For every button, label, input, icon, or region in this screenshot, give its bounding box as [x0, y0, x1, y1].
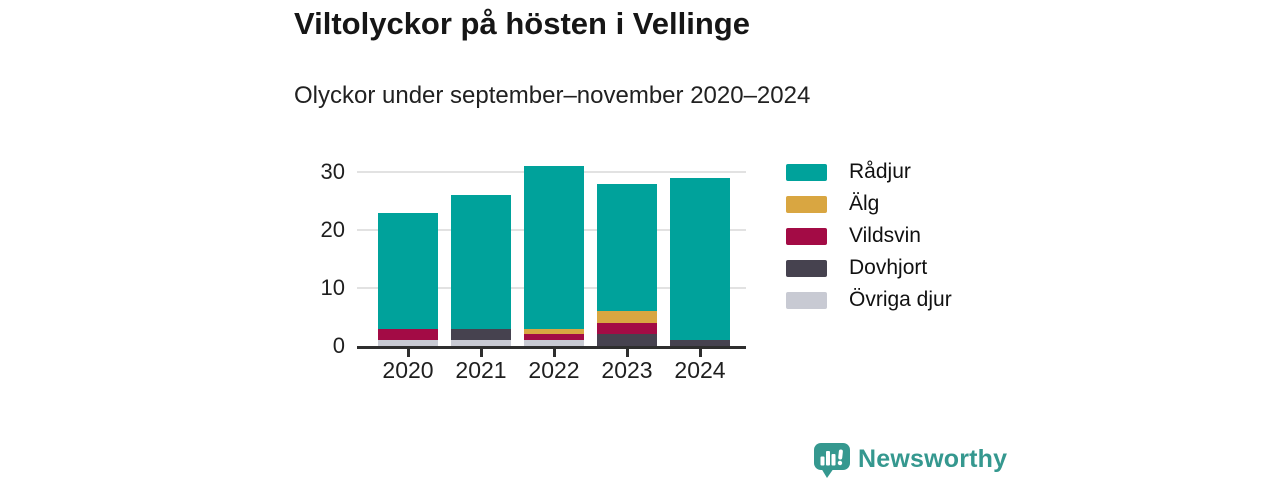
bar-2020-rådjur	[378, 213, 438, 329]
legend-label-övriga-djur: Övriga djur	[849, 288, 952, 311]
legend-item-älg: Älg	[786, 192, 952, 215]
x-axis-tick-2023	[625, 349, 629, 357]
x-axis-label-2021: 2021	[455, 357, 507, 383]
x-axis-line	[357, 346, 746, 349]
legend-swatch-dovhjort	[786, 259, 827, 277]
newsworthy-speech-bubble-bar-chart-icon	[814, 443, 850, 478]
bar-2022-vildsvin	[524, 334, 584, 340]
bar-2021-övriga-djur	[451, 340, 511, 346]
x-axis-label-2020: 2020	[382, 357, 434, 383]
bar-2024-dovhjort	[670, 340, 730, 346]
legend-swatch-rådjur	[786, 163, 827, 181]
bar-2022-övriga-djur	[524, 340, 584, 346]
x-axis-label-2024: 2024	[674, 357, 726, 383]
legend-label-rådjur: Rådjur	[849, 160, 911, 183]
bar-2023-dovhjort	[597, 334, 657, 346]
bar-2022-rådjur	[524, 166, 584, 329]
brand-name: Newsworthy	[858, 445, 1008, 473]
bar-2024-rådjur	[670, 178, 730, 340]
legend-item-övriga-djur: Övriga djur	[786, 288, 952, 311]
legend-item-vildsvin: Vildsvin	[786, 224, 952, 247]
x-axis-label-2022: 2022	[528, 357, 580, 383]
x-axis-tick-2022	[552, 349, 556, 357]
chart-title: Viltolyckor på hösten i Vellinge	[294, 6, 750, 41]
bar-2022-älg	[524, 329, 584, 334]
chart-legend: Rådjur Älg Vildsvin Dovhjort Övriga djur	[786, 160, 952, 323]
legend-item-rådjur: Rådjur	[786, 160, 952, 183]
bar-2021-rådjur	[451, 195, 511, 329]
bar-2020-vildsvin	[378, 329, 438, 340]
bar-2023-rådjur	[597, 184, 657, 311]
x-axis-tick-2020	[406, 349, 410, 357]
bar-2020-övriga-djur	[378, 340, 438, 346]
legend-item-dovhjort: Dovhjort	[786, 256, 952, 279]
legend-swatch-vildsvin	[786, 227, 827, 245]
y-axis-tick-label-10: 10	[320, 275, 345, 300]
y-axis-tick-label-30: 30	[320, 159, 345, 184]
x-axis-tick-2021	[479, 349, 483, 357]
newsworthy-brand: Newsworthy	[813, 441, 1007, 479]
legend-label-dovhjort: Dovhjort	[849, 256, 928, 279]
y-axis-tick-label-0: 0	[332, 333, 345, 358]
x-axis-tick-2024	[698, 349, 702, 357]
legend-label-älg: Älg	[849, 192, 880, 215]
bar-2023-älg	[597, 311, 657, 323]
x-axis-label-2023: 2023	[601, 357, 653, 383]
legend-label-vildsvin: Vildsvin	[849, 224, 921, 247]
legend-swatch-övriga-djur	[786, 291, 827, 309]
chart-subtitle: Olyckor under september–november 2020–20…	[294, 82, 811, 109]
bar-2021-dovhjort	[451, 329, 511, 340]
legend-swatch-älg	[786, 195, 827, 213]
y-axis-tick-label-20: 20	[320, 217, 345, 242]
bar-2023-vildsvin	[597, 323, 657, 334]
